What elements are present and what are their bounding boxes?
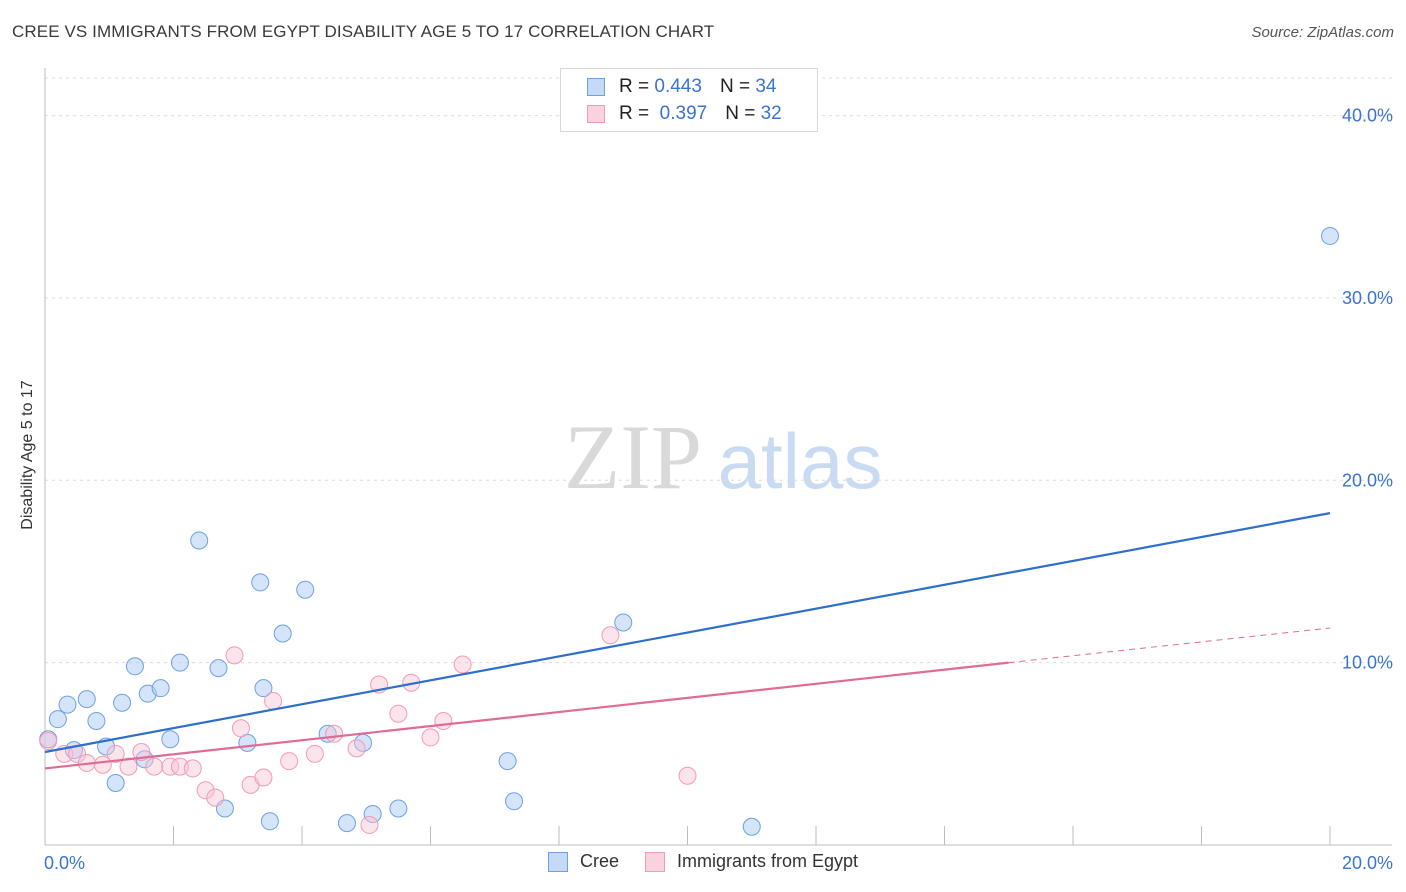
trendline-egypt-extension [1008, 627, 1331, 664]
legend-item-cree: Cree [548, 851, 619, 872]
point-egypt [389, 704, 408, 723]
watermark-atlas: atlas [718, 417, 883, 505]
trendline-cree [44, 512, 1331, 754]
point-cree [251, 573, 270, 592]
legend-r-value: 0.397 [659, 103, 708, 124]
trendline-egypt [44, 661, 1009, 770]
point-cree [170, 653, 189, 672]
legend-r-value: 0.443 [654, 76, 702, 97]
point-cree [209, 659, 228, 678]
source-label: Source: ZipAtlas.com [1251, 24, 1394, 41]
point-egypt [231, 719, 250, 738]
point-egypt [678, 766, 697, 785]
point-cree [254, 679, 273, 698]
point-cree [106, 774, 125, 792]
legend-n-value: 34 [755, 76, 777, 97]
point-egypt [106, 744, 125, 763]
legend-item-egypt: Immigrants from Egypt [645, 851, 858, 872]
legend-n-label: N = [725, 103, 756, 124]
point-cree [296, 580, 315, 599]
legend-r-label: R = [619, 103, 650, 124]
point-egypt [119, 757, 138, 776]
point-egypt [280, 752, 299, 771]
legend-stats: R = 0.443 N = 34 R = 0.397 N = 32 [560, 68, 818, 132]
point-egypt [421, 728, 440, 747]
point-egypt [39, 732, 58, 751]
point-cree [260, 812, 279, 831]
point-cree [161, 730, 180, 749]
legend-row-cree: R = 0.443 N = 34 [587, 74, 776, 100]
x-tick-label: 0.0% [44, 853, 85, 873]
point-egypt [254, 768, 273, 787]
y-tick-label: 40.0% [1342, 106, 1393, 126]
legend-row-egypt: R = 0.397 N = 32 [587, 101, 782, 127]
y-tick-label: 20.0% [1342, 470, 1393, 490]
legend-label-cree: Cree [580, 851, 620, 871]
chart-title: CREE VS IMMIGRANTS FROM EGYPT DISABILITY… [12, 22, 715, 41]
egypt-swatch [645, 851, 666, 872]
point-cree [498, 752, 517, 771]
point-cree [363, 805, 382, 823]
point-cree [77, 690, 96, 709]
point-cree [151, 679, 170, 698]
point-egypt [325, 724, 344, 743]
point-cree [337, 814, 356, 833]
point-egypt [183, 759, 202, 778]
point-egypt [132, 743, 151, 761]
point-cree [190, 531, 209, 550]
point-egypt [264, 691, 283, 710]
legend-n-value: 32 [760, 103, 782, 124]
point-cree [742, 817, 761, 836]
point-egypt [360, 815, 379, 834]
legend-label-egypt: Immigrants from Egypt [677, 851, 859, 871]
point-egypt [196, 781, 215, 800]
legend-r-label: R = [619, 76, 650, 97]
y-tick-label: 30.0% [1342, 288, 1393, 308]
point-cree [48, 710, 67, 729]
legend-series: Cree Immigrants from Egypt [548, 851, 884, 872]
point-cree [125, 657, 144, 676]
point-cree [614, 613, 633, 632]
x-tick-label: 20.0% [1342, 853, 1393, 873]
point-cree [1321, 226, 1339, 245]
point-cree [87, 712, 106, 730]
point-egypt [347, 739, 366, 758]
point-egypt [225, 646, 244, 665]
point-egypt [434, 712, 453, 730]
legend-n-label: N = [719, 76, 751, 97]
point-egypt [305, 744, 324, 763]
point-cree [273, 624, 292, 643]
watermark-zip: ZIP [564, 406, 702, 508]
egypt-swatch [587, 105, 605, 123]
point-cree [389, 799, 408, 818]
point-egypt [161, 757, 180, 776]
y-tick-label: 10.0% [1342, 653, 1393, 673]
point-egypt [206, 788, 225, 807]
cree-swatch [548, 851, 568, 872]
cree-swatch [587, 78, 605, 96]
point-egypt [145, 757, 164, 776]
point-cree [58, 695, 77, 714]
point-cree [505, 792, 524, 811]
point-egypt [601, 626, 620, 645]
point-cree [113, 693, 132, 712]
point-egypt [453, 655, 472, 674]
